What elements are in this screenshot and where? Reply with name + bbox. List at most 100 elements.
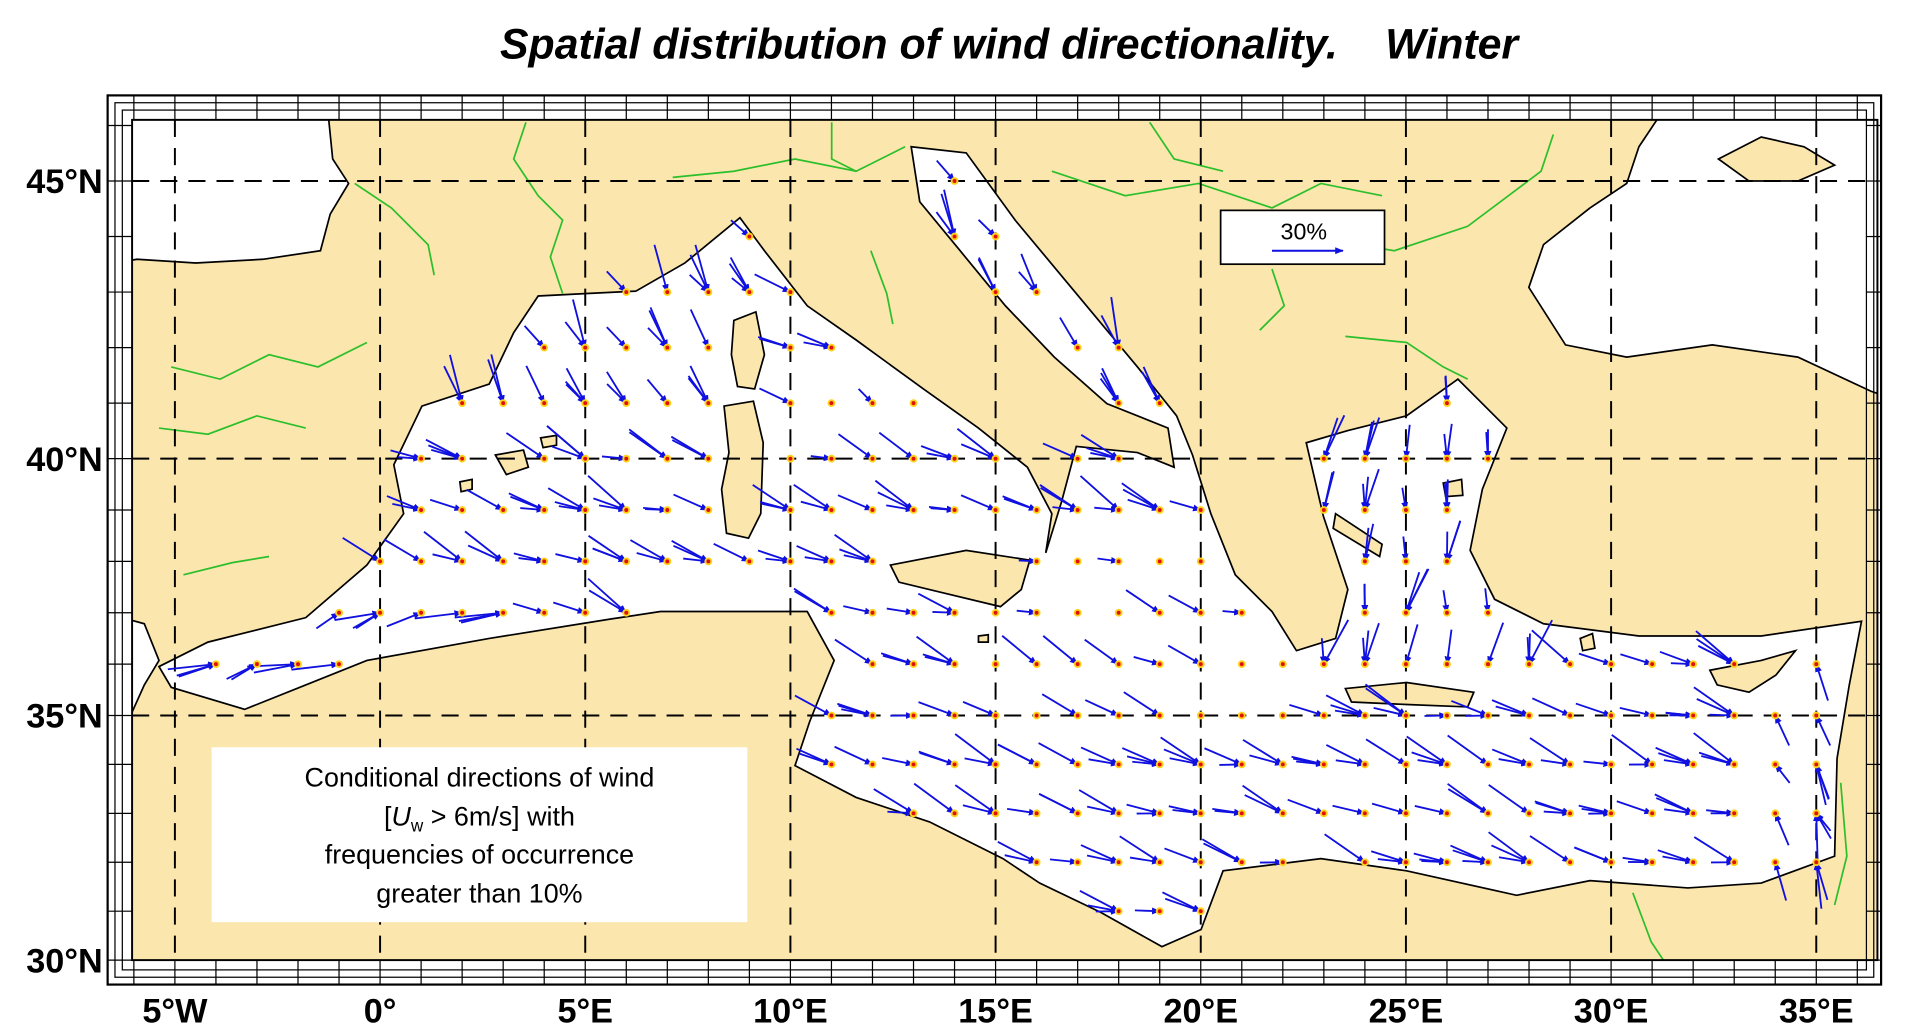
grid-point <box>911 713 916 718</box>
wind-arrow <box>837 494 874 511</box>
wind-arrow <box>649 307 669 349</box>
grid-point <box>1157 401 1162 406</box>
wind-arrow <box>1084 638 1120 665</box>
grid-point <box>460 559 465 564</box>
wind-arrow <box>1487 622 1505 665</box>
grid-point <box>1362 713 1367 718</box>
atlantic <box>132 119 350 264</box>
grid-point <box>1609 713 1614 718</box>
grid-point <box>870 662 875 667</box>
grid-point <box>665 345 670 350</box>
wind-arrow <box>1529 835 1571 864</box>
wind-arrow <box>687 377 710 404</box>
grid-point <box>1445 860 1449 865</box>
grid-point <box>337 610 341 615</box>
grid-point <box>1198 508 1203 512</box>
wind-arrow <box>1404 624 1419 665</box>
grid-point <box>1157 662 1162 667</box>
wind-arrow <box>1447 783 1489 815</box>
longitude-label: 15°E <box>958 992 1033 1030</box>
wind-arrow <box>1373 706 1407 718</box>
grid-point <box>583 456 588 461</box>
wind-arrow <box>1417 759 1448 767</box>
wind-arrow <box>1693 836 1735 864</box>
river <box>672 146 906 179</box>
grid-point <box>1280 860 1285 865</box>
grid-point <box>1403 662 1408 667</box>
wind-arrow <box>878 431 915 460</box>
wind-arrow <box>1450 844 1489 864</box>
grid-point <box>1075 860 1080 865</box>
wind-arrow <box>1414 805 1448 815</box>
grid-point <box>1321 762 1326 767</box>
wind-arrow <box>1491 748 1530 766</box>
grid-point <box>1691 860 1696 865</box>
wind-arrow <box>1079 475 1120 511</box>
wind-arrow <box>1665 711 1695 719</box>
wind-arrow <box>1774 714 1790 746</box>
grid-point <box>829 713 834 718</box>
wind-arrow <box>1377 857 1407 865</box>
grid-point <box>911 401 916 406</box>
wind-arrow <box>355 611 381 630</box>
grid-point <box>1403 860 1408 865</box>
grid-point <box>1527 811 1531 816</box>
wind-arrow <box>1535 801 1571 815</box>
wind-arrow <box>1332 804 1366 815</box>
grid-point <box>542 508 547 512</box>
wind-arrow <box>1080 844 1120 864</box>
grid-point <box>1239 662 1244 667</box>
wind-arrow <box>1042 442 1079 460</box>
wind-arrow <box>1164 847 1202 864</box>
grid-point <box>788 345 793 350</box>
grid-point <box>1157 559 1162 564</box>
wind-arrow <box>1041 693 1079 717</box>
grid-point <box>1280 713 1285 718</box>
grid-point <box>829 610 834 615</box>
wind-arrow <box>759 337 792 349</box>
grid-point <box>1732 860 1737 865</box>
wind-arrow <box>1129 856 1161 865</box>
wind-arrow <box>796 545 833 563</box>
wind-arrow <box>837 702 874 717</box>
grid-point <box>1239 762 1244 767</box>
grid-point <box>706 401 711 406</box>
wind-arrow <box>512 602 546 614</box>
grid-point <box>1362 610 1367 615</box>
wind-arrow <box>1319 638 1327 665</box>
wind-arrow <box>1167 644 1202 665</box>
wind-arrow <box>253 662 299 674</box>
scale-legend: 30% <box>1219 209 1386 266</box>
grid-point <box>1116 762 1121 767</box>
wind-arrow <box>873 788 915 815</box>
wind-arrow <box>1042 635 1079 665</box>
wind-arrow <box>176 663 217 677</box>
wind-arrow <box>606 270 627 293</box>
wind-arrow <box>467 544 504 563</box>
grid-point <box>501 401 506 406</box>
wind-arrow <box>1657 849 1694 864</box>
grid-point <box>911 456 916 461</box>
wind-arrow <box>1531 697 1571 717</box>
grid-point <box>1280 762 1285 767</box>
river <box>830 122 857 172</box>
wind-arrow <box>564 381 586 404</box>
grid-point <box>1198 610 1203 615</box>
wind-arrow <box>1110 296 1121 349</box>
wind-arrow <box>1003 497 1038 511</box>
grid-point <box>1280 662 1285 667</box>
grid-point <box>1034 508 1039 512</box>
wind-arrow <box>601 454 628 462</box>
grid-point <box>1650 713 1655 718</box>
wind-arrow <box>1659 650 1694 665</box>
grid-point <box>1732 713 1737 718</box>
grid-point <box>542 610 547 615</box>
sardinia <box>720 400 765 540</box>
grid-point <box>1403 559 1408 564</box>
longitude-label: 0° <box>364 992 397 1030</box>
wind-arrow <box>1406 735 1448 766</box>
grid-point <box>788 456 793 461</box>
grid-point <box>378 610 383 615</box>
wind-arrow <box>1038 742 1079 766</box>
